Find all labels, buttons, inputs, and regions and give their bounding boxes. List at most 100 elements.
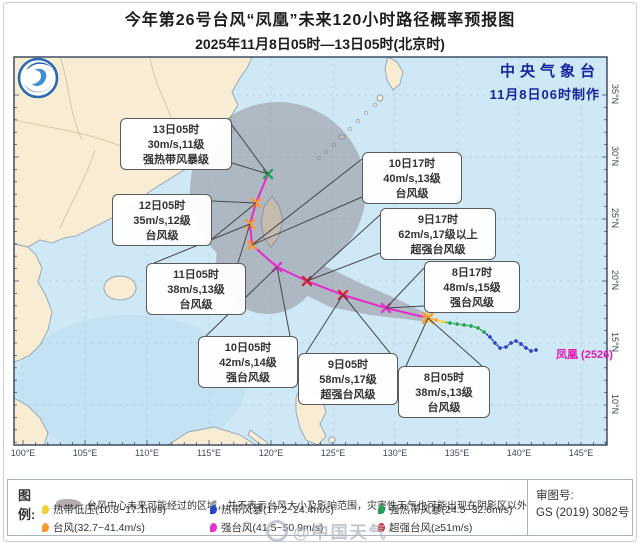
cma-logo [17,57,59,99]
forecast-label-time: 10日05时 [224,342,272,354]
forecast-label-box: 9日05时 58m/s,17级 超强台风级 [298,353,398,405]
legend-item: 超强台风(≥51m/s) [378,520,527,535]
forecast-label-box: 11日05时 38m/s,13级 台风级 [146,263,246,315]
malay-peninsula [14,397,49,445]
forecast-label-wind: 58m/s,17级 [319,373,377,386]
lon-tick-label: 135°E [444,448,470,458]
legend-item: 台风(32.7~41.4m/s) [42,520,210,535]
map-frame [13,56,608,446]
label-leader-lines [153,124,483,367]
lat-tick-label: 15°N [610,332,620,353]
legend-panel: 图例: 台风中心未来可能经过的区域，并不表示台风大小及影响范围，灾害性天气也可能… [7,479,633,536]
forecast-label-category: 台风级 [427,401,461,414]
forecast-label-category: 超强台风级 [320,388,376,401]
forecast-label-wind: 38m/s,13级 [415,386,473,399]
forecast-label-time: 8日05时 [423,372,465,384]
lon-tick-label: 120°E [258,448,284,458]
legend-items: 热带低压(10.8~17.1m/s) 热带风暴(17.2~24.4m/s) 强热带风… [42,502,527,535]
lon-tick-label: 125°E [320,448,346,458]
page-title-block: 今年第26号台风“凤凰”未来120小时路径概率预报图 2025年11月8日05时… [0,6,640,54]
lon-tick-label: 105°E [72,448,98,458]
legend-item-label: 台风(32.7~41.4m/s) [53,522,145,534]
lon-tick-label: 100°E [10,448,36,458]
palawan-island [247,429,269,445]
legend-item-label: 热带低压(10.8~17.1m/s) [53,504,166,516]
forecast-label-wind: 40m/s,13级 [383,172,441,185]
map-number-value: GS (2019) 3082号 [536,507,630,520]
forecast-label-box: 10日05时 42m/s,14级 强台风级 [198,336,298,388]
forecast-label-box: 8日17时 48m/s,15级 强台风级 [424,261,520,313]
watermark: @中国天气 [266,518,388,543]
legend-item-label: 热带风暴(17.2~24.4m/s) [221,504,334,516]
forecast-label-wind: 42m/s,14级 [219,356,277,369]
province-boundaries [14,57,173,229]
legend-intensity-dot [42,505,49,514]
lon-tick-label: 130°E [382,448,408,458]
forecast-label-wind: 38m/s,13级 [167,283,225,296]
forecast-label-category: 台风级 [395,187,429,200]
korea-tip [384,57,404,91]
cone-swatch-icon [55,499,81,509]
legend-item: 强热带风暴(24.5~32.6m/s) [378,502,527,517]
small-island [288,444,292,445]
forecast-label-wind: 30m/s,11级 [147,138,205,151]
forecast-label-box: 8日05时 38m/s,13级 台风级 [398,366,490,418]
forecast-label-time: 9日05时 [327,359,369,371]
degree-ticks [14,94,607,445]
borneo [167,426,257,445]
legend-heading: 图例: [18,488,36,522]
map-number-label: 审图号: [536,490,574,502]
forecast-label-category: 台风级 [145,229,179,242]
forecast-label-box: 10日17时 40m/s,13级 台风级 [362,152,462,204]
page-title: 今年第26号台风“凤凰”未来120小时路径概率预报图 [124,12,516,29]
legend-intensity-dot [210,523,217,532]
lat-tick-label: 20°N [610,270,620,291]
forecast-label-time: 13日05时 [152,124,200,136]
forecast-label-wind: 62m/s,17级以上 [398,228,478,241]
lat-tick-label: 30°N [610,146,620,167]
legend-intensity-dot [42,523,49,532]
lon-tick-label: 110°E [135,448,159,458]
watermark-logo-icon [266,519,288,542]
forecast-label-time: 11日05时 [173,269,219,281]
credit-agency: 中央气象台 [499,63,600,80]
lon-tick-label: 145°E [568,448,594,458]
forecast-label-wind: 35m/s,12级 [133,214,191,227]
forecast-label-box: 9日17时 62m/s,17级以上 超强台风级 [380,208,496,260]
lat-tick-label: 10°N [610,394,620,415]
okinawa-island [338,134,346,140]
typhoon-name-label: 凤凰 (2526) [556,349,613,361]
hainan-island [103,275,137,301]
credit-issue-time: 11月8日06时制作 [489,87,600,102]
legend-item-label: 强热带风暴(24.5~32.6m/s) [389,504,513,516]
ryukyu-islands [317,102,378,160]
indochina [14,243,53,363]
watermark-text: @中国天气 [293,523,388,542]
lon-tick-label: 115°E [197,448,221,458]
forecast-label-time: 9日17时 [417,214,459,226]
forecast-label-category: 超强台风级 [410,243,466,256]
history-track [427,317,539,354]
legend-item-label: 超强台风(≥51m/s) [389,522,473,534]
legend-intensity-dot [378,523,385,532]
forecast-label-time: 8日17时 [451,267,493,279]
forecast-label-wind: 48m/s,15级 [443,281,501,294]
forecast-label-category: 台风级 [179,298,213,311]
forecast-label-time: 12日05时 [138,200,186,212]
credit-block: 中央气象台 11月8日06时制作 [420,60,600,103]
shallow-sea-tint [15,315,245,445]
page-subtitle: 2025年11月8日05时—13日05时(北京时) [195,36,445,52]
legend-cone-note: 台风中心未来可能经过的区域，并不表示台风大小及影响范围，灾害性天气也可能出现在阴… [87,500,527,512]
lat-tick-label: 35°N [610,84,620,105]
map-number-block: 审图号: GS (2019) 3082号 [527,480,632,535]
forecast-label-box: 12日05时 35m/s,12级 台风级 [112,194,212,246]
forecast-label-box: 13日05时 30m/s,11级 强热带风暴级 [120,118,232,170]
forecast-label-category: 强台风级 [226,371,270,384]
legend-item: 热带风暴(17.2~24.4m/s) [210,502,378,517]
legend-item: 热带低压(10.8~17.1m/s) [42,502,210,517]
small-island [328,436,336,444]
legend-intensity-dot [378,505,385,514]
forecast-label-category: 强热带风暴级 [143,153,209,166]
lon-tick-label: 140°E [506,448,532,458]
